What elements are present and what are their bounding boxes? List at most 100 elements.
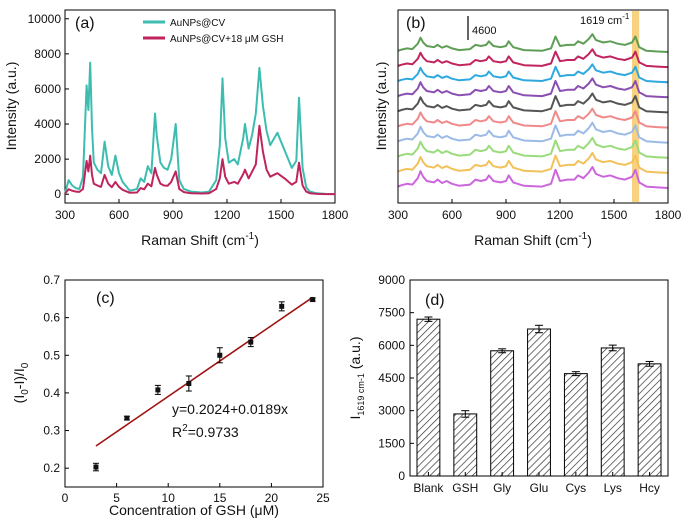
data-point <box>186 381 192 386</box>
spectrum-trace-3 <box>397 63 669 84</box>
y-tick-label: 3000 <box>378 404 405 418</box>
x-tick-label: GSH <box>452 481 478 495</box>
y-tick-label: 6000 <box>34 82 61 96</box>
data-point <box>93 464 99 470</box>
panel-b-highlight-label-sup: -1 <box>622 12 630 21</box>
panel-d-ylabel-main: I <box>347 416 363 420</box>
panel-c-marks <box>92 296 316 472</box>
panel-c-label: (c) <box>96 290 115 307</box>
y-tick-label: 0.3 <box>43 424 60 438</box>
x-tick-label: 1200 <box>547 208 574 222</box>
panel-c-xlabel-end: ) <box>274 502 279 518</box>
panel-a-xlabel-sup: -1 <box>245 231 254 242</box>
panel-b-frame <box>397 9 669 204</box>
panel-c-xlabel: Concentration of GSH (μM) <box>109 502 279 518</box>
x-tick-label: Glu <box>530 481 549 495</box>
x-tick-label: 300 <box>55 208 75 222</box>
y-tick-label: 8000 <box>34 47 61 61</box>
x-tick-label: 600 <box>109 208 129 222</box>
bar-gsh <box>453 413 478 477</box>
legend-label-series-1: AuNPs@CV <box>170 18 225 29</box>
y-tick-label: 0.7 <box>43 273 60 287</box>
series-line-2 <box>64 124 335 196</box>
bar-blank <box>416 318 441 477</box>
spectrum-trace-7 <box>397 121 669 144</box>
y-tick-label: 2000 <box>34 152 61 166</box>
legend-label-series-2: AuNPs@CV+18 μM GSH <box>170 34 283 45</box>
x-tick-label: Blank <box>413 481 444 495</box>
y-tick-label: 4000 <box>34 117 61 131</box>
panel-c-ylabel: (I0-I)/I0 <box>11 362 31 403</box>
spectrum-trace-10 <box>397 166 669 189</box>
x-tick-label: 900 <box>496 208 516 222</box>
y-tick-label: 10000 <box>28 12 62 26</box>
bar-glu <box>527 328 551 477</box>
panel-b-label: (b) <box>406 15 426 32</box>
panel-b-lines <box>397 33 669 189</box>
y-tick-label: 0 <box>54 187 61 201</box>
panel-c-r2-prefix: R <box>172 424 182 440</box>
panel-a-label: (a) <box>75 15 95 32</box>
panel-a: 300 600 900 1200 1500 1800 0 2000 4000 6000 8000 10… <box>3 9 349 248</box>
panel-d-ticks: 0 1500 3000 4500 6000 7500 9000 Blank GSH Gly Glu C… <box>378 273 660 495</box>
panel-b-highlight-label: 1619 cm-1 <box>580 12 630 27</box>
panel-c-frame <box>64 279 324 488</box>
data-point <box>248 339 254 345</box>
panel-c-ylabel-sub2: 0 <box>20 362 31 368</box>
series-line-1 <box>64 61 336 196</box>
spectrum-trace-8 <box>397 136 669 159</box>
panel-c-r2-sup: 2 <box>182 423 188 434</box>
x-tick-label: 1500 <box>268 208 295 222</box>
x-tick-label: Lys <box>604 481 622 495</box>
spectrum-trace-2 <box>397 48 669 69</box>
bar-lys <box>600 347 625 477</box>
panel-a-legend: AuNPs@CV AuNPs@CV+18 μM GSH <box>143 18 283 45</box>
spectrum-trace-1 <box>397 33 669 53</box>
y-tick-label: 9000 <box>378 273 405 287</box>
panel-b-xlabel-sup: -1 <box>578 231 587 242</box>
panel-b-xlabel-main: Raman Shift (cm <box>474 232 578 248</box>
panel-c-xlabel-main: Concentration of GSH ( <box>109 502 255 518</box>
panel-b-ticks: 300 600 900 1200 1500 1800 <box>388 199 682 222</box>
x-tick-label: Gly <box>493 481 511 495</box>
panel-a-xlabel: Raman Shift (cm-1) <box>141 231 259 248</box>
panel-d: 0 1500 3000 4500 6000 7500 9000 Blank GSH Gly Glu C… <box>347 273 669 495</box>
data-point <box>217 352 223 358</box>
spectrum-trace-9 <box>397 151 669 174</box>
spectrum-trace-6 <box>397 107 669 129</box>
panel-d-ylabel: I1619 cm-1 (a.u.) <box>347 337 366 420</box>
x-tick-label: Cys <box>566 481 587 495</box>
panel-a-xlabel-main: Raman Shift (cm <box>141 232 245 248</box>
data-point <box>310 297 316 303</box>
spectrum-trace-5 <box>397 92 669 114</box>
panel-c-equation: y=0.2024+0.0189x <box>172 401 288 417</box>
bar-hcy <box>637 363 662 477</box>
bar-cys <box>563 373 588 477</box>
y-tick-label: 0.4 <box>43 386 60 400</box>
panel-d-label: (d) <box>425 292 445 309</box>
x-tick-label: 1200 <box>214 208 241 222</box>
y-tick-label: 0.5 <box>43 348 60 362</box>
y-tick-label: 0.6 <box>43 311 60 325</box>
x-tick-label: 25 <box>316 491 330 505</box>
x-tick-label: 1800 <box>322 208 349 222</box>
panel-c-xlabel-unit: μM <box>255 502 275 518</box>
panel-b-highlight-band <box>632 11 640 202</box>
panel-a-frame <box>64 9 336 204</box>
x-tick-label: 0 <box>62 491 69 505</box>
y-tick-label: 6000 <box>378 338 405 352</box>
panel-c-ylabel-mid: -I)/I <box>11 368 27 389</box>
panel-b-scale-bar-label: 4600 <box>472 25 496 37</box>
panel-a-lines <box>64 61 336 196</box>
x-tick-label: 300 <box>388 208 408 222</box>
panel-a-ylabel: Intensity (a.u.) <box>3 62 19 151</box>
bar-gly <box>490 350 515 477</box>
panel-c-ticks: 0 5 10 15 20 25 0.2 0.3 0.4 0.5 0.6 0.7 <box>43 273 330 505</box>
fit-line <box>95 296 314 447</box>
panel-b-xlabel: Raman Shift (cm-1) <box>474 231 592 248</box>
x-tick-label: 600 <box>442 208 462 222</box>
data-point <box>279 303 285 309</box>
x-tick-label: 1800 <box>655 208 682 222</box>
